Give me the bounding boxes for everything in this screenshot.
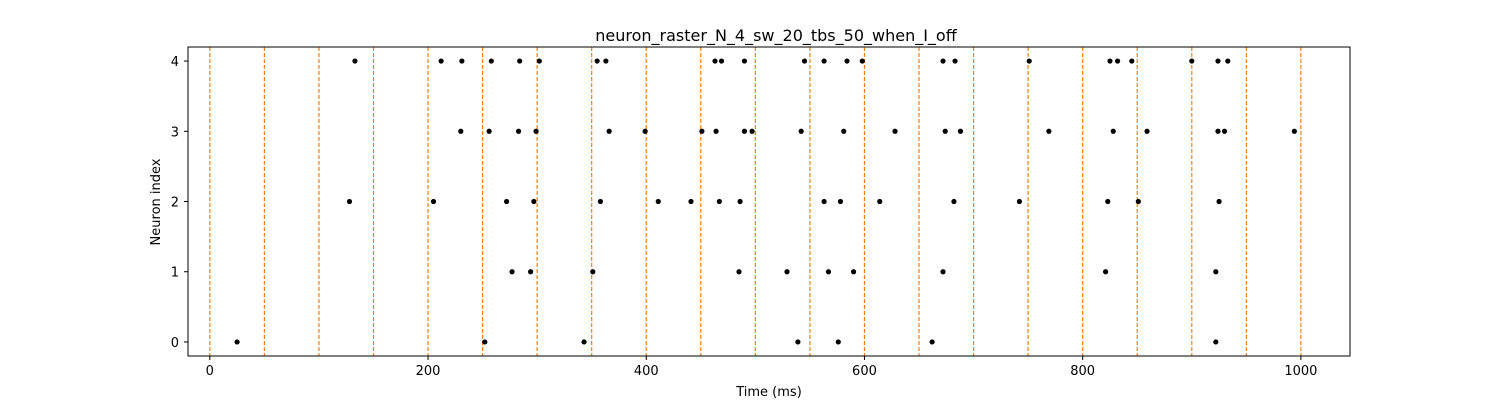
x-tick-label: 400 — [634, 364, 659, 379]
spike-point — [1213, 339, 1219, 345]
spike-point — [1115, 58, 1121, 64]
spike-point — [951, 198, 957, 205]
spike-markers — [234, 58, 1297, 345]
spike-point — [486, 128, 492, 134]
spike-point — [458, 128, 464, 134]
spike-point — [346, 198, 353, 205]
spike-point — [1129, 58, 1135, 64]
spike-point — [795, 339, 801, 345]
x-axis-ticks: 0 200 400 600 800 1000 — [206, 356, 1317, 379]
spike-point — [835, 339, 841, 345]
x-axis-label: Time (ms) — [735, 385, 802, 400]
spike-point — [1215, 128, 1221, 134]
spike-point — [438, 58, 444, 64]
spike-point — [741, 128, 748, 134]
spike-point — [1102, 269, 1109, 275]
spike-point — [1216, 198, 1222, 205]
spike-point — [837, 198, 844, 205]
spike-point — [1189, 58, 1195, 64]
spike-point — [459, 58, 465, 64]
spike-point — [1291, 128, 1297, 134]
spike-point — [940, 269, 946, 275]
y-tick-label: 0 — [171, 336, 179, 351]
spike-point — [859, 58, 865, 64]
x-tick-label: 1000 — [1284, 364, 1317, 379]
spike-point — [1046, 128, 1052, 134]
spike-point — [825, 269, 832, 275]
spike-point — [655, 198, 661, 205]
spike-point — [741, 58, 748, 64]
spike-point — [892, 128, 898, 134]
spike-point — [821, 58, 827, 64]
spike-point — [430, 198, 437, 205]
spike-point — [821, 198, 827, 205]
spike-point — [517, 58, 523, 64]
spike-point — [952, 58, 958, 64]
spike-point — [606, 128, 612, 134]
spike-point — [597, 198, 604, 205]
spike-point — [533, 128, 539, 134]
spike-point — [594, 58, 600, 64]
spike-point — [850, 269, 857, 275]
spike-point — [749, 128, 755, 134]
spike-point — [515, 128, 522, 134]
spike-point — [784, 269, 790, 275]
x-tick-label: 0 — [206, 364, 214, 379]
spike-point — [712, 58, 718, 64]
y-axis-ticks: 0 1 2 3 4 — [171, 55, 188, 351]
spike-point — [688, 198, 694, 205]
y-tick-label: 1 — [171, 266, 179, 281]
x-tick-label: 600 — [852, 364, 877, 379]
y-tick-label: 3 — [171, 125, 179, 140]
spike-point — [1107, 58, 1113, 64]
spike-point — [1016, 198, 1023, 205]
spike-point — [798, 128, 804, 134]
spike-point — [1225, 58, 1231, 64]
spike-point — [1221, 128, 1228, 134]
spike-point — [503, 198, 510, 205]
spike-point — [488, 58, 494, 64]
plot-frame — [187, 46, 1351, 357]
spike-point — [581, 339, 587, 345]
bin-lines — [209, 47, 1302, 356]
x-tick-label: 800 — [1070, 364, 1095, 379]
spike-point — [1213, 269, 1219, 275]
spike-point — [841, 128, 847, 134]
spike-point — [1135, 198, 1141, 205]
spike-point — [1110, 128, 1116, 134]
spike-point — [590, 269, 596, 275]
spike-point — [940, 58, 946, 64]
spike-point — [877, 198, 883, 205]
y-axis-label: Neuron index — [149, 158, 164, 245]
spike-point — [699, 128, 705, 134]
spike-point — [736, 269, 742, 275]
spike-point — [531, 198, 537, 205]
spike-point — [509, 269, 515, 275]
spike-point — [352, 58, 358, 64]
y-tick-label: 2 — [171, 196, 179, 211]
spike-point — [1026, 58, 1032, 64]
spike-point — [642, 128, 648, 134]
spike-point — [1144, 128, 1150, 134]
spike-point — [737, 198, 743, 205]
spike-point — [482, 339, 488, 345]
spike-point — [718, 58, 725, 64]
spike-point — [801, 58, 808, 64]
spike-point — [844, 58, 850, 64]
spike-point — [527, 269, 534, 275]
spike-point — [942, 128, 948, 134]
y-tick-label: 4 — [171, 55, 179, 70]
spike-point — [713, 128, 719, 134]
spike-point — [1215, 58, 1221, 64]
spike-point — [603, 58, 609, 64]
spike-point — [957, 128, 964, 134]
spike-point — [716, 198, 722, 205]
spike-point — [234, 339, 240, 345]
spike-point — [1105, 198, 1111, 205]
x-tick-label: 200 — [416, 364, 441, 379]
spike-point — [929, 339, 935, 345]
chart-title: neuron_raster_N_4_sw_20_tbs_50_when_I_of… — [595, 26, 957, 46]
spike-point — [536, 58, 542, 64]
